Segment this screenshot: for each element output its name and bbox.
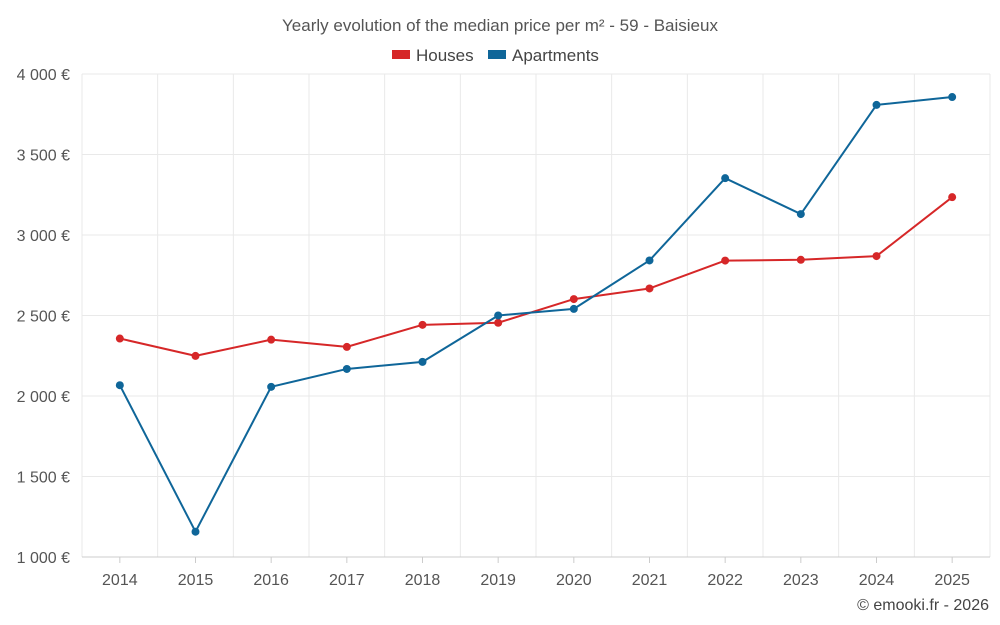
- legend-label-apartments: Apartments: [512, 46, 599, 65]
- x-tick-label: 2015: [178, 572, 214, 589]
- x-tick-label: 2017: [329, 572, 365, 589]
- data-point-apartments[interactable]: [494, 311, 503, 320]
- x-tick-label: 2025: [934, 572, 970, 589]
- y-tick-label: 3 000 €: [17, 228, 70, 245]
- x-tick-label: 2024: [859, 572, 895, 589]
- data-point-apartments[interactable]: [569, 304, 578, 313]
- x-tick-label: 2018: [405, 572, 441, 589]
- data-point-houses[interactable]: [115, 334, 124, 343]
- data-point-houses[interactable]: [267, 335, 276, 344]
- legend: Houses Apartments: [392, 46, 599, 65]
- data-point-apartments[interactable]: [872, 100, 881, 109]
- y-tick-label: 4 000 €: [17, 67, 70, 84]
- y-tick-label: 1 000 €: [17, 550, 70, 567]
- data-point-apartments[interactable]: [948, 93, 957, 102]
- data-point-houses[interactable]: [342, 342, 351, 351]
- data-point-apartments[interactable]: [721, 174, 730, 183]
- data-point-houses[interactable]: [948, 193, 957, 202]
- data-point-houses[interactable]: [494, 318, 503, 327]
- legend-swatch-houses: [392, 50, 410, 59]
- data-point-apartments[interactable]: [115, 381, 124, 390]
- y-tick-label: 2 500 €: [17, 309, 70, 326]
- x-tick-label: 2021: [632, 572, 668, 589]
- legend-swatch-apartments: [488, 50, 506, 59]
- series-line-apartments: [118, 96, 953, 533]
- data-point-houses[interactable]: [645, 284, 654, 293]
- data-point-apartments[interactable]: [418, 357, 427, 366]
- y-tick-label: 3 500 €: [17, 148, 70, 165]
- legend-item-apartments[interactable]: Apartments: [488, 46, 599, 65]
- data-point-houses[interactable]: [569, 295, 578, 304]
- x-tick-label: 2014: [102, 572, 138, 589]
- legend-item-houses[interactable]: Houses: [392, 46, 474, 65]
- data-point-houses[interactable]: [721, 256, 730, 265]
- axes: 1 000 € 1 500 € 2 000 € 2 500 € 3 000 € 3 500…: [17, 67, 990, 589]
- credit-text: © emooki.fr - 2026: [857, 597, 989, 614]
- data-point-houses[interactable]: [796, 255, 805, 264]
- data-point-apartments[interactable]: [342, 364, 351, 373]
- x-tick-label: 2020: [556, 572, 592, 589]
- data-point-apartments[interactable]: [191, 527, 200, 536]
- data-point-houses[interactable]: [418, 320, 427, 329]
- data-point-apartments[interactable]: [796, 210, 805, 219]
- y-tick-label: 2 000 €: [17, 389, 70, 406]
- data-point-houses[interactable]: [872, 252, 881, 261]
- x-tick-label: 2023: [783, 572, 819, 589]
- grid: [81, 73, 991, 557]
- series-line-houses: [119, 196, 953, 357]
- x-tick-label: 2019: [480, 572, 516, 589]
- x-tick-label: 2022: [707, 572, 743, 589]
- legend-label-houses: Houses: [416, 46, 474, 65]
- y-tick-label: 1 500 €: [17, 470, 70, 487]
- chart-title: Yearly evolution of the median price per…: [282, 16, 718, 35]
- data-point-houses[interactable]: [191, 351, 200, 360]
- data-point-apartments[interactable]: [645, 256, 654, 265]
- data-point-apartments[interactable]: [267, 382, 276, 391]
- x-tick-label: 2016: [253, 572, 289, 589]
- series: [115, 93, 957, 536]
